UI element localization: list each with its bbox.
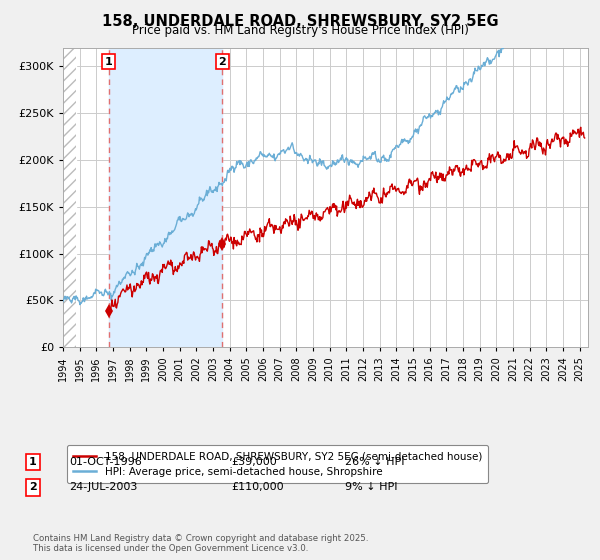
Text: £110,000: £110,000 [231, 482, 284, 492]
Text: 1: 1 [29, 457, 37, 467]
Text: 24-JUL-2003: 24-JUL-2003 [69, 482, 137, 492]
Text: 2: 2 [218, 57, 226, 67]
Text: Contains HM Land Registry data © Crown copyright and database right 2025.
This d: Contains HM Land Registry data © Crown c… [33, 534, 368, 553]
Text: 26% ↓ HPI: 26% ↓ HPI [345, 457, 404, 467]
Legend: 158, UNDERDALE ROAD, SHREWSBURY, SY2 5EG (semi-detached house), HPI: Average pri: 158, UNDERDALE ROAD, SHREWSBURY, SY2 5EG… [67, 445, 488, 483]
Text: £39,000: £39,000 [231, 457, 277, 467]
Bar [109, 48, 223, 347]
Bar [63, 48, 76, 347]
Text: 1: 1 [105, 57, 113, 67]
Text: 2: 2 [29, 482, 37, 492]
Text: 01-OCT-1996: 01-OCT-1996 [69, 457, 142, 467]
Text: 158, UNDERDALE ROAD, SHREWSBURY, SY2 5EG: 158, UNDERDALE ROAD, SHREWSBURY, SY2 5EG [101, 14, 499, 29]
Text: 9% ↓ HPI: 9% ↓ HPI [345, 482, 398, 492]
Text: Price paid vs. HM Land Registry's House Price Index (HPI): Price paid vs. HM Land Registry's House … [131, 24, 469, 36]
Bar [63, 48, 76, 347]
